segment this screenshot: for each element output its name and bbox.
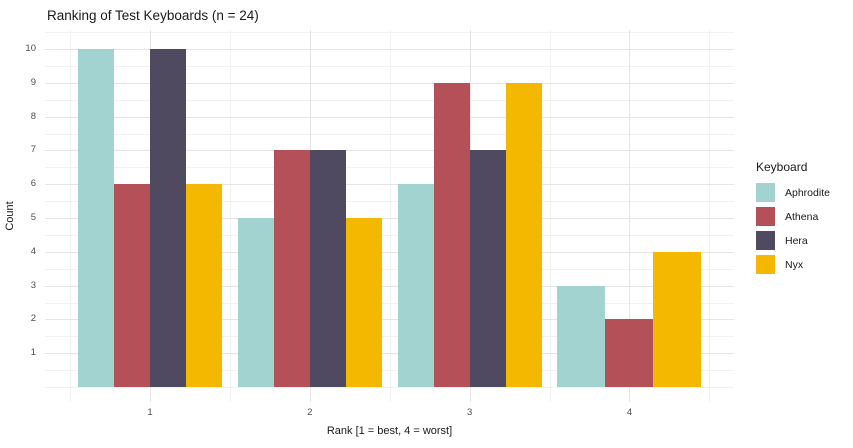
gridline-h-minor [45, 32, 734, 34]
gridline-h-minor [45, 302, 734, 304]
legend-item-nyx: Nyx [756, 255, 830, 274]
legend-label: Hera [785, 234, 808, 247]
gridline-h-major [45, 353, 734, 355]
gridline-h-major [45, 184, 734, 186]
legend-label: Athena [785, 210, 819, 223]
y-tick-label: 10 [25, 43, 36, 54]
gridline-v-minor [389, 30, 391, 402]
gridline-v-minor [70, 30, 72, 402]
legend-item-aphrodite: Aphrodite [756, 183, 830, 202]
gridline-h-major [45, 49, 734, 50]
x-tick-label: 1 [147, 407, 153, 418]
gridline-h-major [45, 150, 734, 152]
y-tick-label: 9 [30, 76, 36, 88]
gridline-v-minor [709, 30, 711, 402]
gridline-h-major [45, 319, 734, 321]
gridline-h-minor [45, 167, 734, 169]
legend-item-athena: Athena [756, 207, 830, 226]
bar-aphrodite-rank-3 [397, 184, 434, 387]
bar-nyx-rank-2 [345, 218, 382, 387]
gridline-h-minor [45, 65, 734, 67]
gridline-h-minor [45, 387, 734, 388]
bar-nyx-rank-1 [186, 184, 222, 387]
bar-athena-rank-3 [433, 82, 470, 387]
legend-item-hera: Hera [756, 231, 830, 250]
gridline-h-major [45, 218, 734, 219]
x-tick-label: 4 [626, 407, 633, 418]
legend: Keyboard Aphrodite Athena Hera Nyx [756, 160, 830, 279]
gridline-h-minor [45, 370, 734, 372]
bar-nyx-rank-3 [505, 82, 542, 387]
gridline-h-minor [45, 268, 734, 270]
plot-panel [45, 30, 734, 402]
bar-athena-rank-1 [114, 184, 150, 387]
gridline-h-minor [45, 336, 734, 338]
gridline-v-minor [229, 30, 231, 402]
x-tick-label: 2 [307, 407, 313, 418]
y-tick-label: 7 [30, 144, 36, 156]
gridline-v-minor [549, 30, 551, 402]
legend-swatch-athena [756, 207, 775, 226]
gridline-h-minor [45, 234, 734, 236]
legend-label: Nyx [785, 258, 804, 271]
y-tick-label: 8 [30, 110, 36, 122]
bar-aphrodite-rank-4 [557, 285, 606, 387]
gridline-h-major [45, 82, 734, 84]
bar-athena-rank-4 [605, 319, 654, 387]
legend-swatch-hera [756, 231, 775, 250]
bar-aphrodite-rank-2 [237, 218, 274, 387]
gridline-h-major [45, 251, 734, 253]
bar-aphrodite-rank-1 [78, 49, 114, 387]
chart-title: Ranking of Test Keyboards (n = 24) [47, 8, 259, 23]
gridline-h-minor [45, 133, 734, 135]
gridline-h-minor [45, 201, 734, 203]
bar-hera-rank-3 [469, 150, 506, 387]
gridline-h-major [45, 285, 734, 287]
y-tick-label: 4 [30, 245, 36, 257]
gridline-h-minor [45, 99, 734, 101]
bar-hera-rank-1 [150, 49, 186, 387]
bar-athena-rank-2 [273, 150, 310, 387]
y-tick-label: 6 [30, 178, 36, 190]
y-tick-label: 1 [30, 347, 36, 359]
gridline-v-major [629, 30, 631, 402]
x-tick-label: 3 [467, 407, 473, 418]
y-tick-label: 3 [30, 279, 36, 291]
y-tick-label: 5 [30, 212, 36, 223]
x-axis-title: Rank [1 = best, 4 = worst] [326, 425, 453, 437]
y-tick-label: 2 [30, 313, 36, 325]
bar-hera-rank-2 [309, 150, 346, 387]
legend-swatch-nyx [756, 255, 775, 274]
gridline-h-major [45, 116, 734, 118]
legend-swatch-aphrodite [756, 183, 775, 202]
legend-label: Aphrodite [785, 186, 830, 199]
bar-nyx-rank-4 [653, 251, 702, 387]
legend-title: Keyboard [756, 160, 808, 174]
